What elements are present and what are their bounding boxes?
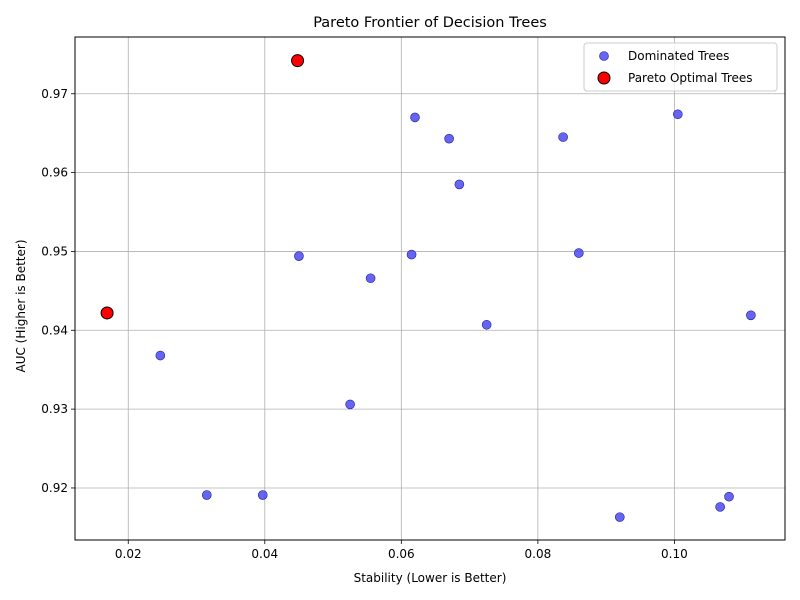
y-tick-label-1: 0.93	[41, 402, 68, 416]
dominated-point-12	[345, 399, 355, 410]
dominated-point-4	[454, 179, 465, 190]
y-axis-label: AUC (Higher is Better)	[14, 239, 28, 372]
y-tick-label-5: 0.97	[41, 87, 68, 101]
y-tick-label-3: 0.95	[41, 244, 68, 258]
x-axis-label: Stability (Lower is Better)	[354, 571, 507, 585]
dominated-point-2	[558, 132, 568, 142]
axis-ticks: 0.02 0.04 0.06 0.08 0.10 0.92 0.93 0.94 0.95 0.96…	[41, 87, 687, 561]
dominated-point-10	[746, 310, 756, 321]
x-tick-label-0: 0.02	[115, 547, 142, 561]
legend-marker-pareto	[597, 71, 611, 85]
dominated-point-14	[257, 490, 268, 500]
dominated-point-13	[201, 490, 212, 500]
pareto-point-0	[291, 54, 305, 68]
x-tick-label-3: 0.08	[525, 547, 552, 561]
dominated-point-0	[410, 112, 420, 123]
y-tick-label-4: 0.96	[41, 166, 68, 180]
y-tick-label-0: 0.92	[41, 481, 68, 495]
dominated-point-9	[481, 319, 492, 330]
x-tick-label-2: 0.06	[388, 547, 415, 561]
x-tick-label-4: 0.10	[661, 547, 688, 561]
dominated-point-17	[614, 512, 625, 522]
dominated-point-3	[673, 109, 683, 120]
x-tick-label-1: 0.04	[251, 547, 278, 561]
legend-frame	[583, 42, 778, 92]
dominated-point-16	[715, 502, 725, 512]
dominated-point-5	[294, 251, 304, 261]
legend-label-dominated: Dominated Trees	[628, 49, 729, 63]
legend-label-pareto: Pareto Optimal Trees	[628, 71, 753, 85]
dominated-point-8	[365, 273, 376, 284]
legend-marker-dominated	[599, 51, 609, 61]
plot-frame	[74, 36, 786, 541]
dominated-point-15	[724, 491, 734, 502]
grid	[75, 37, 785, 540]
data-points	[100, 54, 756, 522]
dominated-point-1	[444, 133, 454, 144]
chart-title: Pareto Frontier of Decision Trees	[313, 15, 547, 31]
dominated-point-7	[574, 248, 584, 258]
y-tick-label-2: 0.94	[41, 323, 68, 337]
legend: Dominated Trees Pareto Optimal Trees	[583, 42, 778, 92]
dominated-point-11	[155, 350, 166, 361]
pareto-point-1	[100, 306, 114, 320]
dominated-point-6	[406, 249, 417, 260]
